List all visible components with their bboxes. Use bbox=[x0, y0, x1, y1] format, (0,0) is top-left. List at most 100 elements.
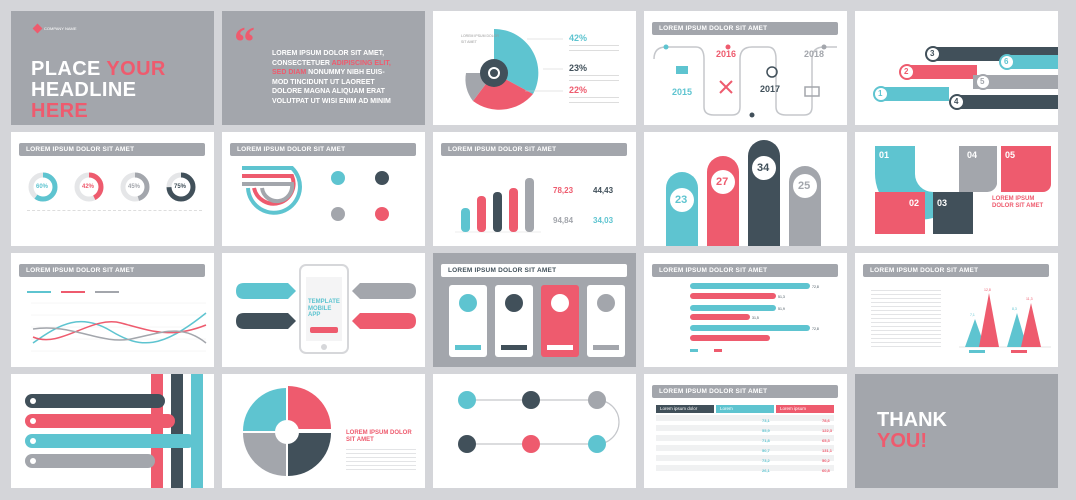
sector-chart bbox=[465, 28, 563, 110]
headline: PLACE YOUR HEADLINE HERE bbox=[31, 58, 166, 122]
percent-22: 22% bbox=[569, 85, 588, 95]
value-3: 94,84 bbox=[553, 216, 574, 225]
col2: 73,1 55,9 71,8 50,7 73,2 26,1 bbox=[762, 418, 770, 473]
section-title: LOREM IPSUM DOLOR SIT AMET bbox=[652, 22, 838, 35]
company-logo-icon bbox=[32, 23, 43, 34]
text-lines bbox=[569, 75, 619, 81]
tools-icon bbox=[30, 398, 36, 404]
percent-rings bbox=[28, 172, 196, 202]
step-1: 1 bbox=[878, 89, 883, 98]
pillar-25: 25 bbox=[798, 180, 811, 192]
ring-60: 60% bbox=[36, 184, 49, 190]
step-3: 3 bbox=[930, 49, 935, 58]
wave-ribbon bbox=[874, 146, 1051, 234]
slide-horizontal-bars[interactable]: LOREM IPSUM DOLOR SIT AMET 72,8 51,3 51,… bbox=[644, 253, 847, 367]
ring-42: 42% bbox=[82, 184, 95, 190]
table-header-1: Lorem ipsum dolor bbox=[656, 405, 714, 413]
value-4: 34,03 bbox=[593, 216, 614, 225]
slide-quadrant-circle[interactable]: LOREM IPSUM DOLOR SIT AMET bbox=[222, 374, 425, 488]
slide-pillars[interactable]: 23 27 34 25 bbox=[644, 132, 847, 246]
text-lines bbox=[569, 45, 619, 51]
ring-75: 75% bbox=[174, 184, 187, 190]
slide-line-chart[interactable]: LOREM IPSUM DOLOR SIT AMET bbox=[11, 253, 214, 367]
step-03: 03 bbox=[937, 198, 948, 208]
year-2017: 2017 bbox=[760, 84, 781, 94]
horizontal-bar-chart bbox=[690, 283, 810, 352]
slide-tube-list[interactable] bbox=[11, 374, 214, 488]
ring-45: 45% bbox=[128, 184, 141, 190]
slide-wave-steps[interactable]: 01 02 03 04 05 LOREM IPSUM DOLOR SIT AME… bbox=[855, 132, 1058, 246]
bar-chart bbox=[455, 178, 541, 233]
tools-icon bbox=[719, 80, 733, 94]
slide-quote[interactable]: “ LOREM IPSUM DOLOR SIT AMET, CONSECTETU… bbox=[222, 11, 425, 125]
tri-val-1: 7,1 bbox=[970, 313, 975, 317]
value-2: 44,43 bbox=[593, 186, 614, 195]
company-name: COMPANY NAME bbox=[44, 26, 77, 31]
gear-icon bbox=[488, 67, 500, 79]
tri-val-3: 8,3 bbox=[1012, 307, 1017, 311]
body-text bbox=[346, 446, 416, 470]
slide-mobile-app[interactable]: TEMPLATE MOBILE APP bbox=[222, 253, 425, 367]
table-stripes bbox=[656, 415, 834, 475]
quote-text: LOREM IPSUM DOLOR SIT AMET, CONSECTETUER… bbox=[272, 50, 391, 105]
cards bbox=[449, 285, 625, 357]
slide-bar-chart[interactable]: LOREM IPSUM DOLOR SIT AMET 78,23 44,43 9… bbox=[433, 132, 636, 246]
table-header-3: Lorem ipsum bbox=[776, 405, 834, 413]
slide-numbered-steps[interactable]: 3 6 2 5 1 4 bbox=[855, 11, 1058, 125]
pillar-23: 23 bbox=[675, 194, 688, 206]
slide-percent-rings[interactable]: LOREM IPSUM DOLOR SIT AMET 60% 42% 45% 7… bbox=[11, 132, 214, 246]
section-title: LOREM IPSUM DOLOR SIT AMET bbox=[441, 143, 627, 156]
ring-captions bbox=[27, 210, 202, 225]
year-2018: 2018 bbox=[804, 49, 825, 59]
pillar-34: 34 bbox=[757, 162, 770, 174]
triangle-chart bbox=[959, 293, 1051, 353]
table-header-2: Lorem bbox=[716, 405, 774, 413]
tri-val-2: 12,8 bbox=[984, 288, 991, 292]
pillar-27: 27 bbox=[716, 176, 729, 188]
step-4: 4 bbox=[954, 97, 959, 106]
app-title: TEMPLATE MOBILE APP bbox=[308, 299, 340, 318]
text-lines bbox=[569, 97, 619, 103]
arc-bar-chart bbox=[242, 166, 389, 221]
pillars bbox=[666, 140, 821, 246]
val-3: 51,9 bbox=[778, 307, 785, 311]
section-title: LOREM IPSUM DOLOR SIT AMET bbox=[230, 143, 416, 156]
step-2: 2 bbox=[904, 67, 909, 76]
slide-process-flow[interactable] bbox=[433, 374, 636, 488]
slide-four-cards[interactable]: LOREM IPSUM DOLOR SIT AMET bbox=[433, 253, 636, 367]
step-6: 6 bbox=[1004, 57, 1009, 66]
truck-icon bbox=[676, 66, 688, 74]
val-4: 31,5 bbox=[752, 316, 759, 320]
col3: 78,6 122,3 65,3 131,1 50,2 60,8 bbox=[822, 418, 833, 473]
section-title: LOREM IPSUM DOLOR SIT AMET bbox=[652, 385, 838, 398]
slide-thank-you[interactable]: THANK YOU! bbox=[855, 374, 1058, 488]
percent-42: 42% bbox=[569, 33, 588, 43]
clock-icon bbox=[30, 458, 36, 464]
thank-text: THANK YOU! bbox=[877, 409, 947, 452]
body-text bbox=[871, 287, 941, 349]
note: LOREM IPSUM DOLOR SIT AMET bbox=[461, 34, 499, 44]
laptop-icon bbox=[804, 86, 820, 97]
quadrant-circle bbox=[243, 386, 331, 476]
tube-diagram bbox=[25, 374, 203, 488]
step-04: 04 bbox=[967, 150, 978, 160]
step-ribbons bbox=[873, 46, 1058, 110]
percent-23: 23% bbox=[569, 63, 588, 73]
slide-timeline[interactable]: LOREM IPSUM DOLOR SIT AMET 2015 2016 201… bbox=[644, 11, 847, 125]
slide-triangle-chart[interactable]: LOREM IPSUM DOLOR SIT AMET 7,1 12,8 8,3 … bbox=[855, 253, 1058, 367]
tri-val-4: 11,3 bbox=[1026, 297, 1033, 301]
slide-arc-bars[interactable]: LOREM IPSUM DOLOR SIT AMET bbox=[222, 132, 425, 246]
section-title: LOREM IPSUM DOLOR SIT AMET bbox=[652, 264, 838, 277]
slide-donut-percent[interactable]: LOREM IPSUM DOLOR SIT AMET 42% 23% 22% bbox=[433, 11, 636, 125]
year-2015: 2015 bbox=[672, 87, 693, 97]
line-chart bbox=[27, 291, 207, 352]
val-2: 51,3 bbox=[778, 295, 785, 299]
caption: LOREM IPSUM DOLOR SIT AMET bbox=[346, 430, 412, 443]
slide-table[interactable]: LOREM IPSUM DOLOR SIT AMET Lorem ipsum d… bbox=[644, 374, 847, 488]
step-01: 01 bbox=[879, 150, 890, 160]
section-title: LOREM IPSUM DOLOR SIT AMET bbox=[19, 264, 205, 277]
section-title: LOREM IPSUM DOLOR SIT AMET bbox=[441, 264, 627, 277]
val-1: 72,8 bbox=[812, 285, 819, 289]
section-title: LOREM IPSUM DOLOR SIT AMET bbox=[19, 143, 205, 156]
slide-title[interactable]: COMPANY NAME PLACE YOUR HEADLINE HERE bbox=[11, 11, 214, 125]
